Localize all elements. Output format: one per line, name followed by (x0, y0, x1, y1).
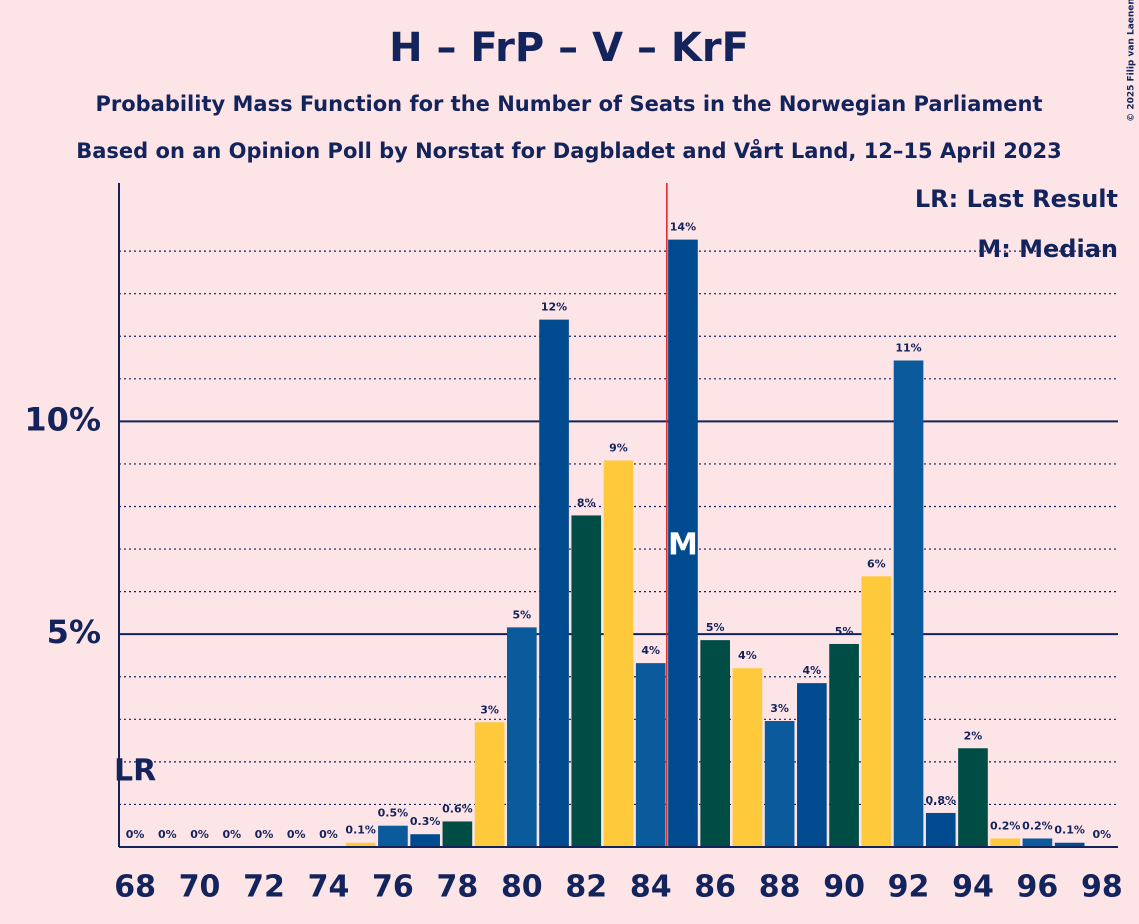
bar (958, 748, 988, 847)
value-label: 0% (255, 828, 274, 841)
value-label: 12% (541, 301, 567, 314)
x-tick-label: 84 (630, 870, 672, 905)
x-tick-label: 80 (501, 870, 543, 905)
x-tick-label: 98 (1081, 870, 1123, 905)
bar (378, 825, 408, 847)
chart-title: H – FrP – V – KrF (389, 25, 749, 71)
value-label: 3% (770, 702, 789, 715)
value-label: 0.1% (345, 824, 376, 837)
x-tick-label: 78 (436, 870, 478, 905)
legend-entry: LR: Last Result (915, 185, 1118, 213)
x-tick-label: 82 (565, 870, 607, 905)
credit: © 2025 Filip van Laenen (1127, 0, 1137, 122)
bar (893, 360, 924, 847)
x-tick-label: 72 (243, 870, 285, 905)
bar (442, 821, 473, 847)
value-label: 0% (158, 828, 177, 841)
bar (603, 460, 634, 847)
bar (345, 842, 376, 847)
value-label: 5% (512, 608, 531, 621)
last-result-marker: LR (114, 754, 156, 789)
value-label: 0.8% (926, 794, 957, 807)
bar (764, 721, 795, 847)
bar (700, 640, 731, 847)
x-tick-label: 76 (372, 870, 414, 905)
value-label: 0% (1093, 828, 1112, 841)
y-tick-label: 10% (24, 400, 101, 438)
value-label: 0.3% (410, 815, 441, 828)
bar (410, 834, 440, 847)
bar (797, 683, 827, 847)
value-label: 11% (895, 341, 921, 354)
bar (829, 643, 859, 847)
value-label: 8% (577, 496, 596, 509)
value-label: 5% (835, 625, 854, 638)
value-label: 2% (964, 729, 983, 742)
value-label: 9% (609, 442, 628, 455)
legend-entry: M: Median (977, 235, 1118, 263)
x-tick-label: 90 (823, 870, 865, 905)
value-label: 0% (126, 828, 145, 841)
value-label: 0.2% (990, 819, 1021, 832)
bar (635, 663, 666, 847)
median-marker: M (668, 528, 698, 563)
bar (539, 319, 569, 848)
value-label: 4% (641, 644, 660, 657)
value-label: 14% (670, 221, 696, 234)
x-tick-label: 70 (179, 870, 221, 905)
value-label: 0.2% (1022, 819, 1053, 832)
value-label: 0.5% (378, 807, 409, 820)
x-tick-label: 94 (952, 870, 994, 905)
value-label: 4% (803, 664, 822, 677)
bar (925, 812, 956, 847)
bar (732, 668, 763, 847)
bar (474, 722, 505, 847)
x-tick-label: 92 (888, 870, 930, 905)
value-label: 6% (867, 557, 886, 570)
x-tick-label: 74 (308, 870, 350, 905)
bar (506, 627, 537, 847)
value-label: 0.6% (442, 802, 473, 815)
x-tick-label: 96 (1017, 870, 1059, 905)
x-tick-label: 88 (759, 870, 801, 905)
bar (571, 515, 602, 847)
value-label: 0% (222, 828, 241, 841)
chart-subtitle: Based on an Opinion Poll by Norstat for … (76, 138, 1062, 163)
x-tick-label: 86 (694, 870, 736, 905)
y-tick-label: 5% (47, 613, 101, 651)
value-label: 3% (480, 703, 499, 716)
bar (668, 239, 698, 848)
bar (861, 576, 892, 847)
value-label: 0% (287, 828, 306, 841)
value-label: 0% (190, 828, 209, 841)
value-label: 0.1% (1054, 824, 1085, 837)
x-tick-label: 68 (114, 870, 156, 905)
bar (1022, 838, 1053, 847)
bar (990, 838, 1021, 847)
bar (1054, 842, 1085, 847)
chart-subtitle: Probability Mass Function for the Number… (95, 92, 1042, 116)
value-label: 5% (706, 621, 725, 634)
value-label: 0% (319, 828, 338, 841)
value-label: 4% (738, 649, 757, 662)
